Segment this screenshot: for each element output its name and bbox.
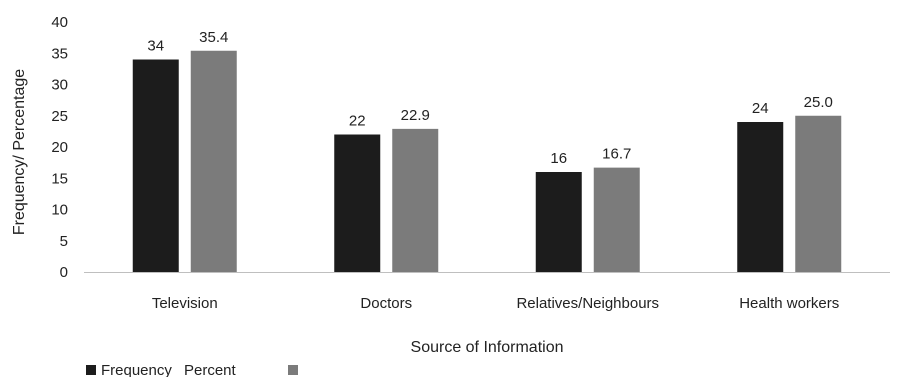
data-label-percent-2: 16.7 [602,146,631,163]
category-label: Relatives/Neighbours [516,295,659,312]
bar-percent-0 [190,50,237,272]
data-label-percent-0: 35.4 [199,29,228,46]
legend: Frequency Percent [86,362,298,377]
data-label-frequency-1: 22 [349,113,366,130]
legend-label-percent: Percent [184,362,237,377]
y-axis-title: Frequency/ Percentage [11,69,28,235]
category-label: Health workers [739,295,839,312]
y-tick-label: 35 [51,45,68,62]
legend-swatch-frequency [86,365,96,375]
bar-percent-2 [593,167,640,272]
category-label: Doctors [360,295,412,312]
data-label-frequency-0: 34 [147,38,164,55]
data-label-percent-3: 25.0 [804,94,833,111]
bar-frequency-1 [334,134,381,272]
legend-swatch-percent [288,365,298,375]
bar-frequency-2 [535,172,582,272]
y-tick-label: 30 [51,77,68,94]
data-label-frequency-3: 24 [752,100,769,117]
y-tick-label: 40 [51,14,68,31]
bars [132,50,842,272]
y-tick-label: 5 [60,233,68,250]
category-label: Television [152,295,218,312]
data-labels: 34 35.4 22 22.9 16 16.7 24 25.0 [147,29,832,167]
y-axis-ticks: 0 5 10 15 20 25 30 35 40 [51,14,68,281]
bar-percent-3 [795,115,842,272]
data-label-percent-1: 22.9 [401,107,430,124]
y-tick-label: 15 [51,170,68,187]
legend-label-frequency: Frequency [101,362,172,377]
category-labels: Television Doctors Relatives/Neighbours Hea… [152,295,839,312]
y-tick-label: 10 [51,202,68,219]
bar-frequency-3 [737,122,784,272]
x-axis-title: Source of Information [411,339,564,356]
data-label-frequency-2: 16 [550,150,567,167]
bar-frequency-0 [132,59,179,272]
bar-percent-1 [392,128,439,272]
y-tick-label: 20 [51,139,68,156]
y-tick-label: 25 [51,108,68,125]
y-tick-label: 0 [60,264,68,281]
